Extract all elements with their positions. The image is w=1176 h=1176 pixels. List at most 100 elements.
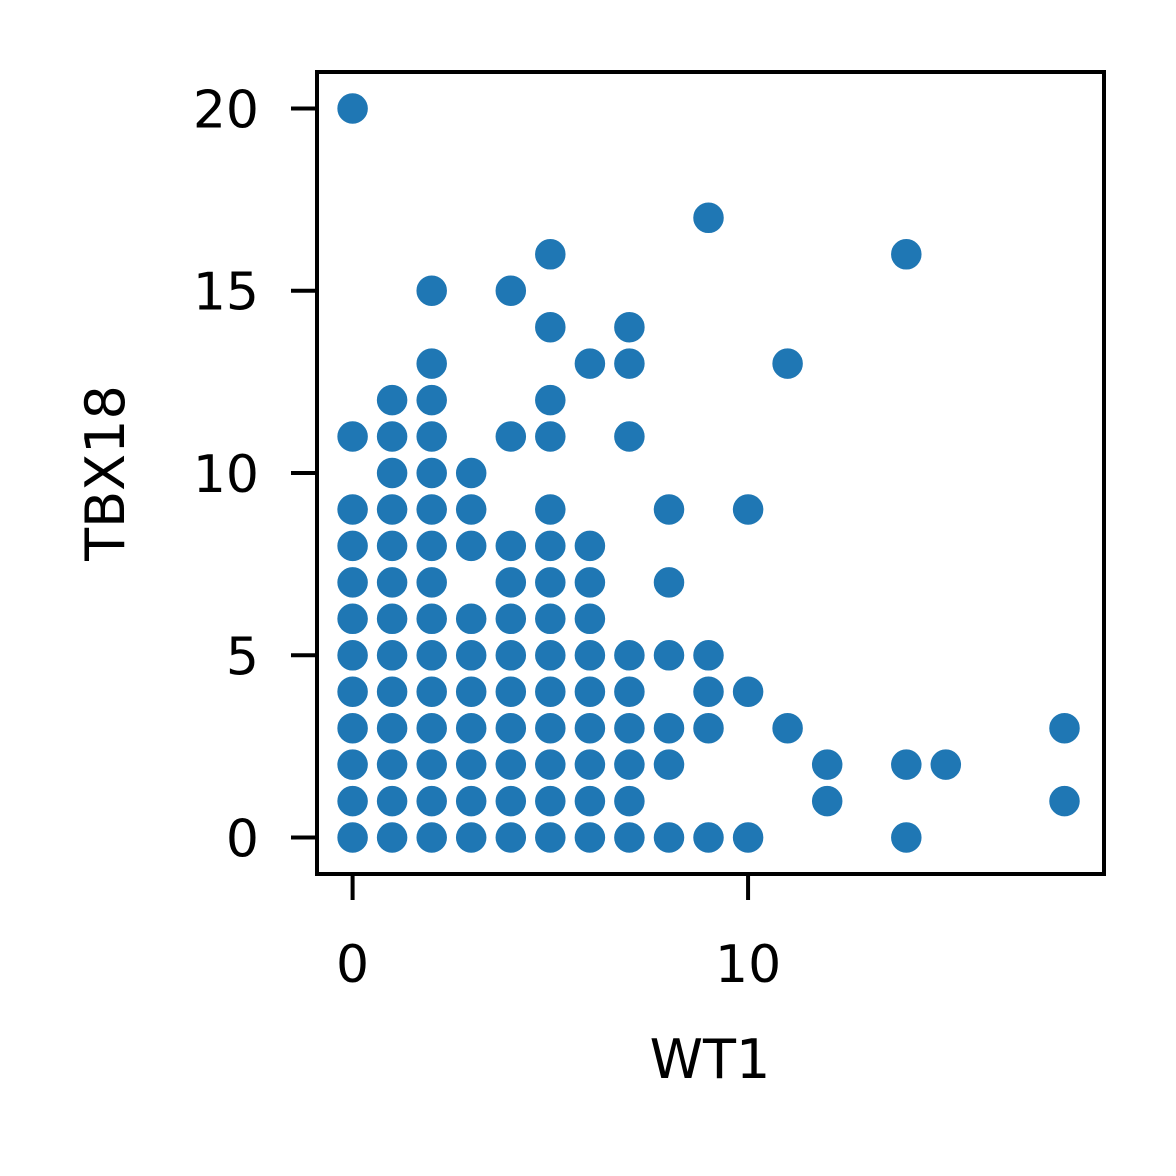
- data-point: [691, 674, 726, 709]
- data-point: [533, 602, 568, 636]
- data-point: [494, 784, 528, 818]
- data-point: [494, 273, 528, 308]
- data-point: [612, 674, 647, 709]
- data-point: [335, 419, 370, 454]
- x-tick-label: 0: [336, 935, 369, 995]
- data-point: [375, 638, 409, 673]
- data-point: [414, 456, 449, 490]
- data-point: [1047, 784, 1082, 818]
- data-point: [612, 820, 647, 855]
- data-point: [454, 638, 488, 673]
- data-point: [494, 602, 528, 636]
- data-point: [533, 747, 568, 782]
- data-point: [494, 419, 528, 454]
- data-point: [335, 820, 370, 855]
- data-point: [375, 711, 409, 745]
- data-point: [612, 419, 647, 454]
- data-point: [494, 565, 528, 600]
- y-tick-label: 10: [193, 445, 259, 505]
- data-point: [414, 383, 449, 417]
- data-point: [652, 711, 686, 745]
- data-point: [335, 784, 370, 818]
- data-point: [335, 711, 370, 745]
- data-point: [612, 711, 647, 745]
- data-point: [414, 565, 449, 600]
- data-point: [533, 492, 568, 527]
- data-point: [612, 784, 647, 818]
- data-point: [375, 419, 409, 454]
- data-point: [414, 492, 449, 527]
- data-point: [573, 674, 607, 709]
- y-tick-label: 15: [193, 263, 259, 323]
- data-point: [533, 784, 568, 818]
- ticks-layer: 0 10 0 5 10 15 20: [193, 80, 781, 995]
- data-point: [612, 346, 647, 381]
- data-point: [335, 529, 370, 563]
- data-point: [335, 492, 370, 527]
- data-point: [691, 711, 726, 745]
- data-point: [494, 674, 528, 709]
- data-point: [573, 565, 607, 600]
- data-point: [533, 419, 568, 454]
- data-point: [454, 747, 488, 782]
- data-point: [573, 820, 607, 855]
- data-point: [414, 820, 449, 855]
- data-point: [454, 492, 488, 527]
- data-point: [731, 674, 765, 709]
- data-point: [652, 492, 686, 527]
- data-point: [335, 91, 370, 126]
- data-point: [889, 747, 924, 782]
- data-point: [375, 456, 409, 490]
- data-point: [533, 529, 568, 563]
- data-point: [533, 638, 568, 673]
- data-point: [573, 711, 607, 745]
- data-point: [691, 638, 726, 673]
- data-point: [494, 529, 528, 563]
- data-point: [414, 602, 449, 636]
- data-point: [533, 310, 568, 344]
- data-point: [375, 602, 409, 636]
- data-point: [335, 602, 370, 636]
- data-point: [573, 638, 607, 673]
- data-point: [929, 747, 963, 782]
- x-axis-label: WT1: [650, 1028, 771, 1091]
- x-tick-label: 10: [715, 935, 781, 995]
- data-point: [335, 674, 370, 709]
- data-point: [375, 383, 409, 417]
- data-point: [810, 784, 844, 818]
- plot-frame: [315, 70, 1106, 876]
- data-point: [573, 346, 607, 381]
- data-point: [889, 237, 924, 272]
- data-point: [573, 602, 607, 636]
- data-point: [612, 310, 647, 344]
- data-point: [652, 820, 686, 855]
- data-point: [612, 638, 647, 673]
- data-point: [454, 711, 488, 745]
- data-point: [533, 711, 568, 745]
- data-point: [533, 674, 568, 709]
- data-point: [414, 711, 449, 745]
- data-point: [494, 638, 528, 673]
- points-layer: [335, 91, 1082, 855]
- data-point: [335, 638, 370, 673]
- data-point: [731, 820, 765, 855]
- data-point: [810, 747, 844, 782]
- data-point: [414, 638, 449, 673]
- data-point: [533, 565, 568, 600]
- data-point: [414, 747, 449, 782]
- data-point: [494, 820, 528, 855]
- data-point: [533, 383, 568, 417]
- data-point: [414, 529, 449, 563]
- data-point: [652, 565, 686, 600]
- data-point: [731, 492, 765, 527]
- data-point: [573, 784, 607, 818]
- data-point: [454, 820, 488, 855]
- data-point: [454, 602, 488, 636]
- y-axis-label: TBX18: [74, 385, 137, 562]
- data-point: [691, 201, 726, 235]
- data-point: [414, 784, 449, 818]
- data-point: [454, 784, 488, 818]
- data-point: [454, 456, 488, 490]
- y-tick-label: 0: [226, 810, 259, 870]
